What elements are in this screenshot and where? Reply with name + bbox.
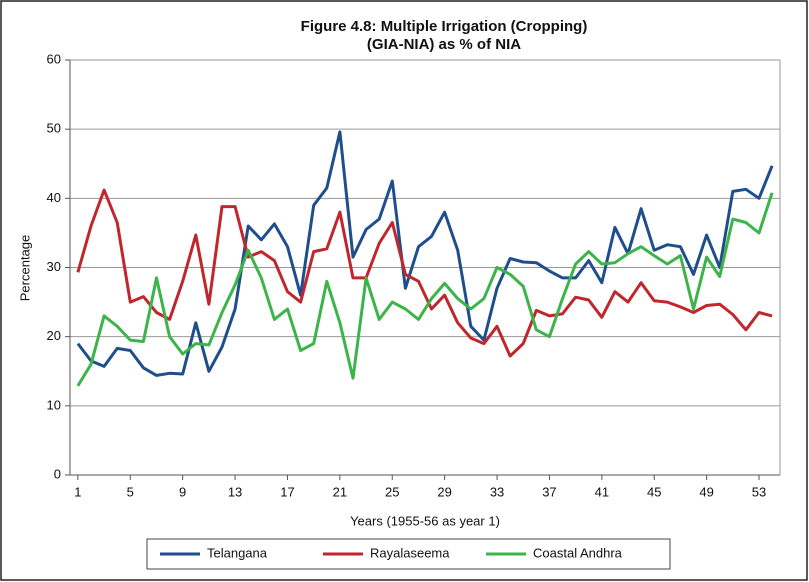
x-tick-label: 5 xyxy=(127,484,134,499)
y-tick-label: 10 xyxy=(47,397,61,412)
x-tick-label: 25 xyxy=(385,484,399,499)
series-line xyxy=(76,130,774,377)
x-axis-label: Years (1955-56 as year 1) xyxy=(350,513,500,528)
x-tick-label: 9 xyxy=(179,484,186,499)
x-tick-label: 17 xyxy=(280,484,294,499)
x-tick-label: 21 xyxy=(333,484,347,499)
chart-title: (GIA-NIA) as % of NIA xyxy=(367,36,521,53)
legend-label: Telangana xyxy=(207,545,268,560)
x-tick-label: 37 xyxy=(542,484,556,499)
y-tick-label: 20 xyxy=(47,328,61,343)
y-tick-label: 50 xyxy=(47,121,61,136)
x-tick-label: 41 xyxy=(595,484,609,499)
y-axis-label: Percentage xyxy=(17,235,32,302)
legend-label: Coastal Andhra xyxy=(533,545,623,560)
x-tick-label: 49 xyxy=(699,484,713,499)
y-tick-label: 40 xyxy=(47,190,61,205)
y-tick-label: 0 xyxy=(54,466,61,481)
x-tick-label: 13 xyxy=(228,484,242,499)
x-tick-label: 53 xyxy=(752,484,766,499)
series-line xyxy=(76,188,773,358)
x-tick-label: 29 xyxy=(437,484,451,499)
x-tick-label: 1 xyxy=(74,484,81,499)
y-tick-label: 30 xyxy=(47,259,61,274)
x-tick-label: 45 xyxy=(647,484,661,499)
legend-label: Rayalaseema xyxy=(370,545,450,560)
legend-box xyxy=(146,538,671,570)
series-line xyxy=(76,192,774,387)
x-tick-label: 33 xyxy=(490,484,504,499)
y-tick-label: 60 xyxy=(47,51,61,66)
chart-title: Figure 4.8: Multiple Irrigation (Croppin… xyxy=(301,18,588,35)
